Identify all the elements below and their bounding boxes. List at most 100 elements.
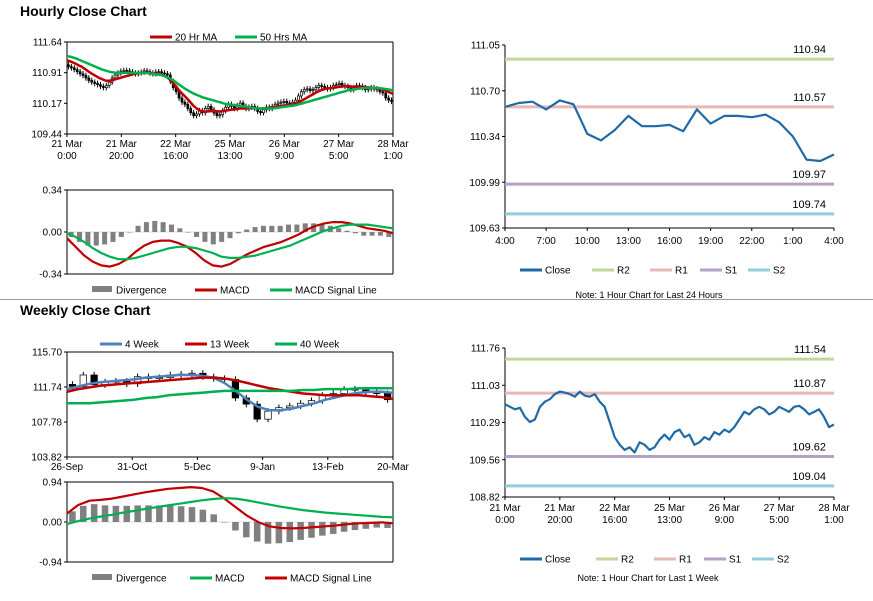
hourly-levels-r2-level-label: 110.94 <box>793 44 826 56</box>
hourly-price-candle-body <box>113 74 117 79</box>
hourly-macd-divergence-bar <box>160 222 166 232</box>
weekly-macd-divergence-bar <box>69 511 76 522</box>
weekly-levels-r2-level-label: 111.54 <box>794 344 826 356</box>
hourly-levels-r1-level-label: 110.57 <box>793 92 826 104</box>
hourly-price-x-tick-label: 0:00 <box>57 151 77 162</box>
weekly-macd-divergence-bar <box>90 504 98 522</box>
hourly-macd-divergence-bar <box>77 232 83 242</box>
weekly-levels-x-tick-label: 28 Mar <box>818 503 850 514</box>
hourly-legend-macd-label: MACD <box>220 286 249 297</box>
hourly-price-y-tick-label: 111.64 <box>33 38 63 49</box>
hourly-levels-close-line <box>504 99 835 163</box>
weekly-macd-divergence-bar <box>166 505 174 522</box>
weekly-price-ma40-line <box>67 386 393 405</box>
hourly-legend-divergence-swatch <box>92 286 112 292</box>
hourly-legend-macd-signal-label: MACD Signal Line <box>295 286 377 297</box>
weekly-macd-divergence-bar <box>362 522 370 529</box>
hourly-macd-divergence-bar <box>386 232 392 237</box>
weekly-legend-13-week-label: 13 Week <box>210 340 250 351</box>
hourly-levels-legend-r2-label: R2 <box>617 266 630 277</box>
weekly-macd-divergence-bar <box>319 522 326 536</box>
weekly-price-x-tick-label: 31-Oct <box>117 462 147 473</box>
weekly-macd-divergence-bar <box>253 522 261 542</box>
weekly-legend-macd-signal-label: MACD Signal Line <box>290 574 372 585</box>
hourly-price-x-tick-label: 1:00 <box>383 151 403 162</box>
hourly-price-candle-body <box>78 71 82 75</box>
weekly-macd-divergence-bar <box>134 505 141 522</box>
hourly-levels-y-tick-label: 110.70 <box>470 86 500 97</box>
hourly-price-candle-body <box>189 108 193 114</box>
hourly-price-candle-body <box>323 85 326 88</box>
weekly-levels-legend-s1-label: S1 <box>729 555 742 566</box>
weekly-macd-divergence-bar <box>210 514 217 522</box>
hourly-macd-divergence-bar <box>102 232 108 245</box>
hourly-price-x-tick-label: 21 Mar <box>106 139 138 150</box>
hourly-macd-divergence-bar <box>344 230 350 232</box>
hourly-levels-x-tick-label: 13:00 <box>616 236 641 247</box>
weekly-macd-divergence-bar <box>221 522 228 523</box>
hourly-price-candle-body <box>81 73 85 76</box>
weekly-macd-divergence-bar <box>384 522 391 528</box>
hourly-levels-x-tick-label: 4:00 <box>495 236 515 247</box>
weekly-macd-divergence-bar <box>297 522 304 540</box>
hourly-macd-divergence-bar <box>286 224 292 232</box>
hourly-levels-legend-r1-label: R1 <box>675 266 688 277</box>
weekly-levels-x-tick-label: 20:00 <box>547 515 572 526</box>
weekly-levels-note: Note: 1 Hour Chart for Last 1 Week <box>578 573 719 583</box>
weekly-price-ma13-line <box>66 376 394 401</box>
hourly-macd-divergence-bar <box>177 228 183 232</box>
weekly-price-y-tick-label: 103.82 <box>31 453 62 464</box>
hourly-levels-legend-s1-label: S1 <box>725 266 738 277</box>
weekly-legend-4-week-label: 4 Week <box>125 340 160 351</box>
weekly-macd-divergence-bar <box>145 505 152 522</box>
weekly-macd-divergence-bar <box>177 506 185 522</box>
hourly-levels-x-tick-label: 1:00 <box>783 236 803 247</box>
weekly-macd-divergence-bar <box>199 509 207 522</box>
hourly-price-candle-body <box>314 87 318 91</box>
weekly-macd-divergence-bar <box>286 522 294 542</box>
hourly-price-candle-body <box>276 102 280 105</box>
hourly-price-candle-body <box>104 85 108 88</box>
hourly-price-ma20-line <box>66 59 394 114</box>
hourly-price-candle-body <box>72 67 76 70</box>
hourly-price-x-tick-label: 5:00 <box>329 151 349 162</box>
weekly-macd-divergence-bar <box>340 522 348 532</box>
hourly-levels-x-tick-label: 7:00 <box>536 236 556 247</box>
hourly-macd-y-tick-label: 0.00 <box>43 228 63 239</box>
hourly-macd-divergence-bar <box>336 228 342 232</box>
hourly-price-candle-body <box>122 70 126 72</box>
weekly-levels-y-tick-label: 108.82 <box>469 493 500 504</box>
hourly-price-candle-body <box>259 111 262 114</box>
hourly-price-candle-body <box>317 85 321 88</box>
hourly-price-candle-body <box>297 95 300 101</box>
hourly-macd-divergence-bar <box>227 232 233 239</box>
weekly-section-title: Weekly Close Chart <box>20 302 151 318</box>
weekly-levels-x-tick-label: 0:00 <box>495 515 515 526</box>
hourly-macd-divergence-bar <box>185 232 191 233</box>
hourly-legend-20hr-ma-label: 20 Hr MA <box>175 33 218 44</box>
hourly-macd-divergence-bar <box>219 232 225 242</box>
weekly-levels-close-line <box>504 390 835 454</box>
weekly-levels-x-tick-label: 16:00 <box>602 515 627 526</box>
hourly-price-candle-body <box>157 71 161 74</box>
weekly-levels-y-tick-label: 110.29 <box>470 418 500 429</box>
weekly-macd-divergence-bar <box>373 522 380 528</box>
weekly-macd-divergence-bar <box>264 522 272 544</box>
hourly-price-candle-body <box>209 106 213 111</box>
hourly-levels-x-tick-label: 10:00 <box>575 236 600 247</box>
weekly-levels-y-tick-label: 109.56 <box>469 455 500 466</box>
hourly-price-candle-body <box>320 85 324 87</box>
hourly-levels-x-tick-label: 16:00 <box>657 236 682 247</box>
hourly-macd-divergence-bar <box>194 232 200 237</box>
weekly-macd-y-tick-label: 0.00 <box>43 518 63 529</box>
hourly-price-candle-body <box>70 66 73 69</box>
weekly-macd-divergence-bar <box>351 522 359 531</box>
hourly-price-candle-body <box>215 112 219 116</box>
hourly-price-candle-body <box>279 101 283 104</box>
hourly-price-candle-body <box>308 88 312 91</box>
weekly-legend-divergence-swatch <box>92 574 112 580</box>
weekly-levels-x-tick-label: 26 Mar <box>709 503 741 514</box>
hourly-macd-divergence-bar <box>277 225 283 232</box>
hourly-levels-note: Note: 1 Hour Chart for Last 24 Hours <box>575 290 723 300</box>
